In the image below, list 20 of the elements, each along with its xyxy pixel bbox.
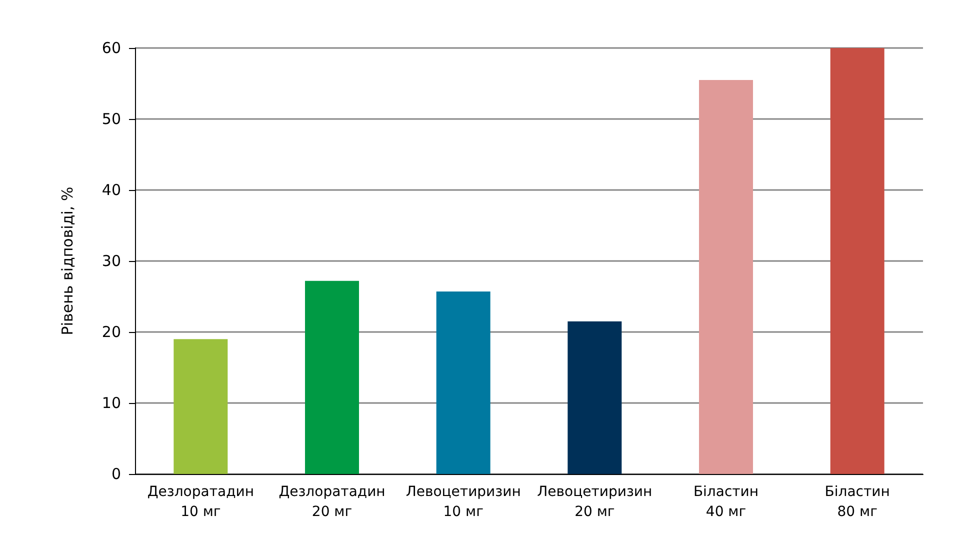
x-tick-label: Біластин 40 мг — [693, 484, 759, 520]
bar — [568, 321, 622, 474]
bar — [830, 48, 884, 474]
bar — [436, 292, 490, 474]
x-tick-label: Біластин 80 мг — [824, 484, 890, 520]
y-tick-label: 30 — [102, 252, 121, 270]
x-tick-label: Левоцетиризин 10 мг — [406, 484, 521, 520]
y-tick-label: 20 — [102, 323, 121, 341]
x-tick-label: Дезлоратадин 10 мг — [147, 484, 254, 520]
y-tick-label: 50 — [102, 110, 121, 128]
y-tick-label: 10 — [102, 394, 121, 412]
x-tick-label: Левоцетиризин 20 мг — [537, 484, 652, 520]
y-tick-label: 60 — [102, 39, 121, 57]
bar — [174, 339, 228, 474]
bar — [305, 280, 359, 474]
bar — [699, 80, 753, 474]
x-tick-label: Дезлоратадин 20 мг — [278, 484, 386, 520]
y-tick-label: 40 — [102, 181, 121, 199]
y-tick-label: 0 — [111, 465, 121, 483]
y-axis-title: Рівень відповіді, % — [58, 186, 76, 336]
